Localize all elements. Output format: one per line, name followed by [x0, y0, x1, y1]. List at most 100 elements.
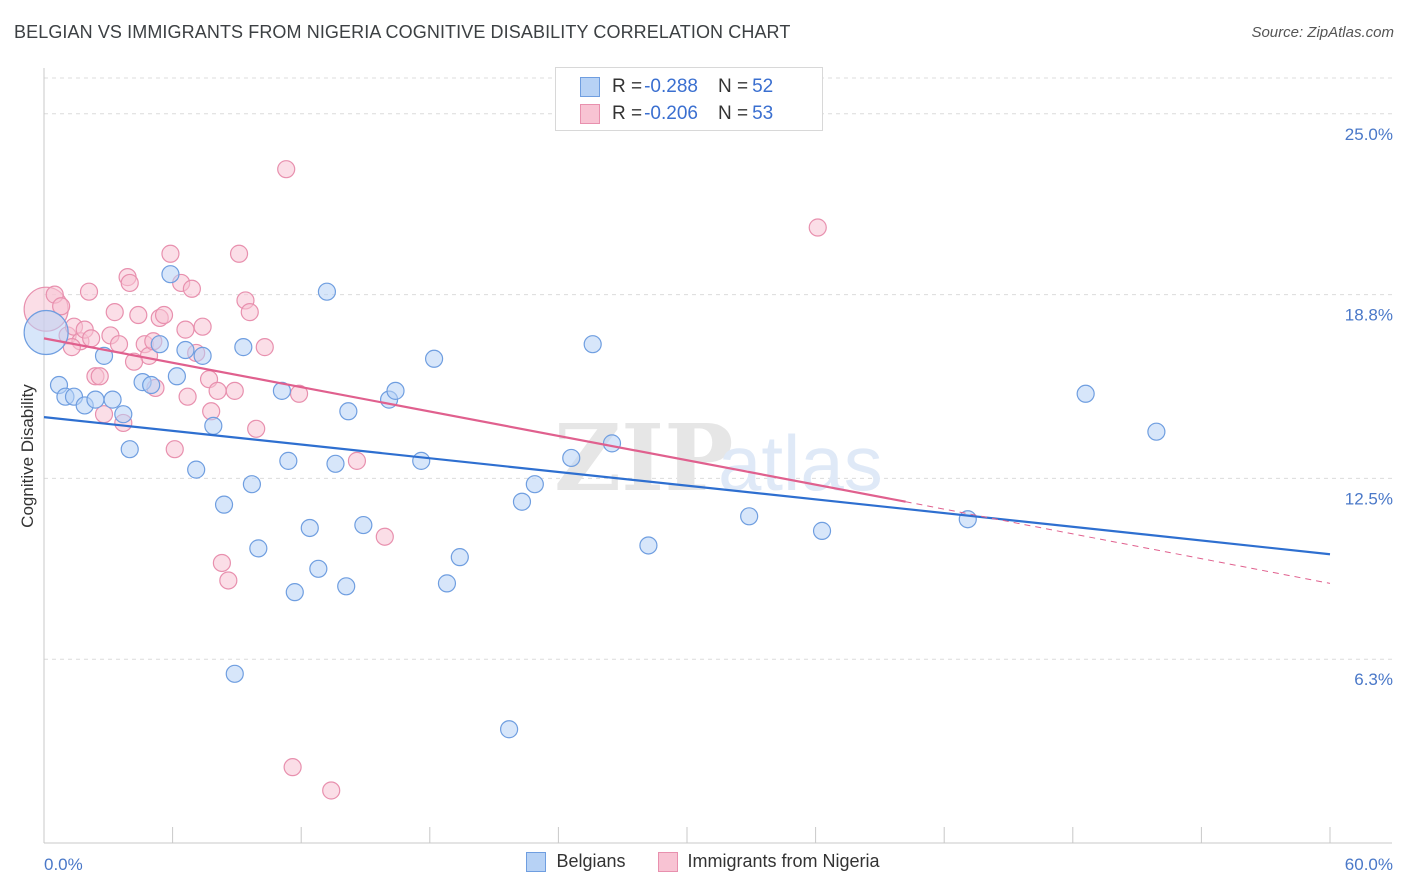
y-tick-label: 12.5%: [1345, 489, 1393, 508]
belgian-point: [386, 381, 405, 400]
legend-r-value: -0.206: [644, 103, 698, 124]
belgian-point: [167, 367, 186, 386]
belgian-point: [317, 282, 337, 301]
belgian-point: [1076, 384, 1095, 403]
belgian-point: [424, 349, 444, 368]
belgian-point: [309, 559, 328, 578]
belgian-point: [450, 548, 469, 567]
x-tick-label: 0.0%: [44, 855, 83, 874]
nigeria-point: [182, 279, 201, 298]
belgian-point: [193, 346, 212, 365]
y-tick-label: 6.3%: [1354, 670, 1393, 689]
nigeria-point: [808, 218, 827, 237]
belgian-point: [161, 265, 180, 284]
grid-layer: [44, 77, 1392, 660]
legend-swatch-nigeria: [657, 851, 678, 872]
nigeria-point: [375, 527, 394, 546]
source-label: Source: ZipAtlas.com: [1251, 24, 1394, 41]
nigeria-point: [212, 553, 231, 573]
legend-r-value: -0.288: [644, 76, 698, 97]
axis-layer: [43, 68, 1392, 844]
legend-label-belgians: Belgians: [556, 851, 626, 871]
nigeria-point: [176, 320, 195, 339]
belgian-point: [142, 375, 161, 395]
belgian-point: [812, 521, 832, 540]
belgian-point: [285, 583, 304, 602]
belgian-point: [639, 536, 658, 555]
nigeria-point: [178, 387, 197, 406]
legend-n-value: 52: [752, 76, 774, 97]
nigeria-point: [322, 781, 341, 800]
belgian-point: [958, 510, 977, 529]
belgian-point: [279, 451, 298, 470]
nigeria-point: [79, 282, 99, 301]
nigeria-point: [120, 273, 139, 293]
belgian-point: [583, 335, 602, 354]
belgian-trend-line: [43, 416, 1331, 556]
nigeria-point: [193, 317, 212, 336]
legend-n-label: N =: [717, 76, 749, 97]
nigeria-point: [90, 367, 109, 386]
belgian-point: [86, 390, 105, 409]
nigeria-point: [229, 244, 249, 263]
nigeria-point: [52, 297, 71, 316]
nigeria-point: [208, 381, 227, 400]
belgian-point: [249, 539, 268, 558]
belgian-point: [114, 405, 133, 424]
belgian-point: [120, 440, 139, 459]
belgian-point: [1147, 422, 1166, 441]
nigeria-point: [255, 338, 274, 357]
y-tick-label: 25.0%: [1345, 125, 1393, 144]
nigeria-point: [154, 305, 174, 325]
correlation-legend: R = -0.288 N = 52 R = -0.206 N = 53: [555, 67, 823, 131]
watermark-zip: ZIP: [554, 404, 733, 512]
nigeria-point: [219, 571, 238, 590]
legend-item-belgians[interactable]: Belgians: [526, 851, 626, 872]
belgian-point: [740, 507, 759, 526]
nigeria-point: [247, 419, 266, 438]
legend-r-label: R =: [612, 76, 643, 97]
x-tick-label: 60.0%: [1345, 855, 1393, 874]
legend-label-nigeria: Immigrants from Nigeria: [687, 851, 880, 871]
belgian-point: [602, 434, 622, 453]
y-tick-label: 18.8%: [1345, 306, 1393, 325]
legend-item-nigeria[interactable]: Immigrants from Nigeria: [657, 851, 880, 872]
legend-n-label: N =: [717, 103, 749, 124]
nigeria-point: [161, 244, 180, 263]
nigeria-point: [82, 329, 101, 348]
belgian-point: [500, 720, 519, 739]
legend-row-belgians: R = -0.288 N = 52: [580, 74, 773, 100]
chart-title: BELGIAN VS IMMIGRANTS FROM NIGERIA COGNI…: [14, 22, 791, 42]
legend-row-nigeria: R = -0.206 N = 53: [580, 101, 773, 127]
nigeria-point: [105, 303, 124, 322]
nigeria-trend-line: [43, 337, 906, 503]
belgian-point: [326, 454, 345, 473]
series-legend: Belgians Immigrants from Nigeria: [0, 851, 1406, 872]
belgian-point: [437, 574, 457, 593]
nigeria-point: [283, 758, 302, 777]
belgian-point: [300, 518, 319, 538]
belgian-point: [23, 309, 69, 356]
belgian-point: [187, 460, 206, 479]
nigeria-point: [124, 352, 144, 371]
belgian-point: [176, 340, 195, 360]
legend-n-value: 53: [752, 103, 774, 124]
nigeria-point: [225, 381, 244, 400]
nigeria-point: [277, 160, 296, 179]
belgian-point: [525, 475, 544, 494]
belgian-point: [339, 402, 358, 421]
nigeria-point: [109, 335, 129, 354]
points-layer: [23, 160, 1166, 800]
belgian-point: [214, 495, 234, 514]
trend-layer: [43, 337, 1331, 584]
belgian-point: [562, 448, 581, 468]
belgian-point: [412, 451, 431, 470]
belgian-point: [512, 492, 532, 511]
nigeria-point: [165, 440, 184, 459]
legend-swatch-nigeria: [580, 104, 600, 124]
belgian-point: [354, 515, 373, 535]
tick-label-layer: 6.3% 12.5% 18.8% 25.0% 0.0% 60.0%: [44, 125, 1393, 874]
belgian-point: [103, 390, 122, 409]
legend-swatch-belgians: [526, 851, 547, 872]
